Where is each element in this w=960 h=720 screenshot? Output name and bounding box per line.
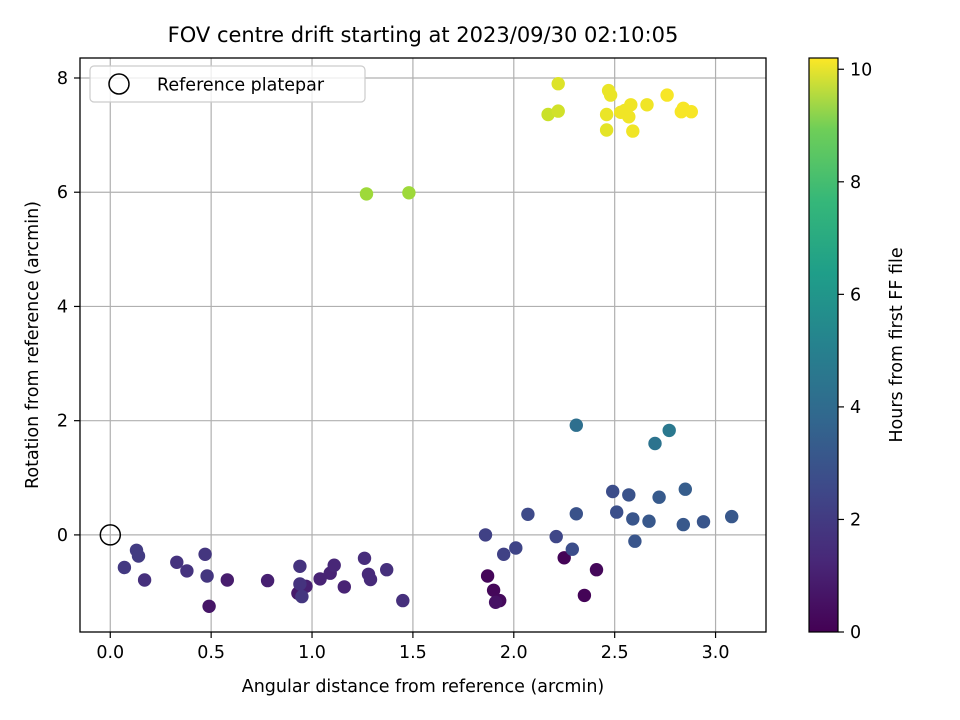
scatter-point	[684, 105, 698, 119]
y-tick-label: 6	[57, 183, 68, 203]
colorbar-tick-label: 0	[850, 623, 861, 643]
colorbar-tick-label: 4	[850, 398, 861, 418]
scatter-point	[295, 589, 309, 604]
scatter-point	[357, 551, 372, 565]
scatter-point	[622, 110, 636, 124]
scatter-point	[624, 98, 638, 112]
scatter-point	[359, 187, 374, 201]
scatter-point	[380, 563, 394, 577]
y-tick-label: 2	[57, 412, 68, 432]
y-axis-ticks: 0 2 4 6 8	[57, 69, 80, 546]
scatter-point	[557, 551, 571, 565]
colorbar: 0 2 4 6 8 10 Hours from first FF file	[808, 57, 907, 643]
scatter-point	[652, 490, 666, 504]
x-tick-label: 1.0	[298, 643, 326, 663]
scatter-point	[569, 418, 583, 432]
scatter-point	[589, 563, 604, 577]
scatter-point	[549, 529, 563, 544]
legend-label: Reference platepar	[157, 76, 325, 96]
colorbar-tick-label: 10	[850, 60, 872, 80]
scatter-point	[260, 573, 275, 588]
x-tick-label: 0.0	[96, 643, 124, 663]
chart-title: FOV centre drift starting at 2023/09/30 …	[168, 23, 679, 47]
scatter-point	[696, 515, 711, 529]
scatter-point	[662, 423, 676, 438]
scatter-point	[293, 577, 307, 591]
x-tick-label: 1.5	[399, 643, 427, 663]
scatter-point	[626, 512, 640, 526]
scatter-point	[569, 507, 583, 521]
scatter-point	[327, 558, 341, 572]
plot-area	[80, 58, 766, 632]
scatter-point	[497, 547, 511, 561]
scatter-point	[478, 528, 493, 542]
x-axis-label: Angular distance from reference (arcmin)	[242, 677, 605, 697]
scatter-point	[180, 564, 194, 578]
scatter-point	[725, 509, 739, 524]
scatter-point	[551, 77, 565, 91]
scatter-point	[488, 595, 503, 609]
reference-platepar-marker	[99, 524, 122, 546]
scatter-point	[396, 593, 410, 608]
scatter-point	[363, 572, 378, 587]
scatter-point	[541, 107, 555, 122]
scatter-point	[137, 573, 152, 587]
colorbar-ticks: 0 2 4 6 8 10	[838, 60, 872, 643]
colorbar-tick-label: 2	[850, 510, 861, 530]
colorbar-tick-label: 8	[850, 173, 861, 193]
x-tick-label: 2.5	[601, 643, 629, 663]
scatter-point	[293, 559, 307, 573]
scatter-point	[603, 88, 618, 102]
reference-marker-group	[99, 524, 122, 546]
scatter-point	[628, 534, 642, 548]
y-tick-label: 0	[57, 526, 68, 546]
colorbar-gradient	[808, 57, 839, 633]
scatter-point	[676, 517, 690, 532]
scatter-point	[480, 569, 495, 583]
y-tick-label: 8	[57, 69, 68, 89]
scatter-point	[606, 484, 620, 499]
x-tick-label: 3.0	[702, 643, 730, 663]
scatter-point	[660, 88, 674, 102]
colorbar-tick-label: 6	[850, 285, 861, 305]
scatter-point	[202, 599, 216, 613]
scatter-point	[509, 541, 523, 555]
scatter-point	[565, 542, 579, 556]
scatter-point	[198, 547, 212, 561]
legend-open-circle-icon	[108, 73, 130, 95]
scatter-point	[117, 560, 132, 575]
scatter-point	[622, 488, 636, 502]
x-tick-label: 0.5	[197, 643, 225, 663]
scatter-point	[402, 186, 416, 200]
scatter-point	[599, 107, 614, 122]
scatter-point	[200, 569, 214, 583]
scatter-point	[599, 123, 614, 137]
scatter-point	[220, 573, 234, 587]
scatter-point	[626, 124, 640, 138]
scatter-point	[131, 549, 146, 563]
x-axis-ticks: 0.0 0.5 1.0 1.5 2.0 2.5 3.0	[96, 632, 729, 663]
scatter-point	[640, 98, 654, 112]
scatter-point	[642, 514, 656, 528]
x-tick-label: 2.0	[500, 643, 528, 663]
scatter-point	[337, 580, 351, 594]
colorbar-label: Hours from first FF file	[887, 247, 907, 442]
scatter-point	[678, 482, 692, 496]
plot-frame	[79, 57, 767, 633]
scatter-point	[170, 555, 184, 569]
legend-box	[89, 65, 366, 103]
legend: Reference platepar	[89, 65, 366, 103]
scatter-point	[577, 588, 592, 603]
scatter-point	[610, 505, 624, 519]
scatter-point	[521, 507, 535, 521]
y-tick-label: 4	[57, 297, 68, 317]
scatter-point	[313, 572, 327, 586]
scatter-points	[117, 77, 739, 613]
scatter-point	[486, 583, 501, 597]
scatter-point	[551, 104, 565, 118]
scatter-point	[648, 436, 662, 451]
y-axis-label: Rotation from reference (arcmin)	[23, 201, 43, 489]
